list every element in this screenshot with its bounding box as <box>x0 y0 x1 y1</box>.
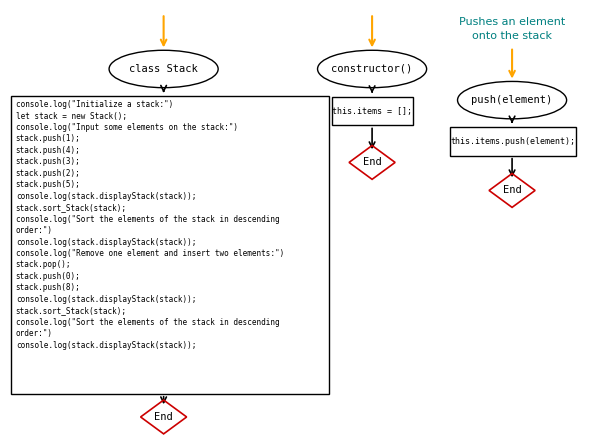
Text: console.log("Initialize a stack:")
let stack = new Stack();
console.log("Input s: console.log("Initialize a stack:") let s… <box>16 100 284 350</box>
Text: End: End <box>363 158 381 167</box>
Text: constructor(): constructor() <box>331 64 413 74</box>
FancyBboxPatch shape <box>332 97 413 125</box>
Text: this.items.push(element);: this.items.push(element); <box>450 137 575 146</box>
Text: End: End <box>503 186 521 195</box>
Text: this.items = [];: this.items = []; <box>332 106 413 116</box>
FancyBboxPatch shape <box>11 96 329 394</box>
Text: push(element): push(element) <box>471 95 553 105</box>
Text: End: End <box>155 412 173 422</box>
FancyBboxPatch shape <box>450 127 576 156</box>
Text: class Stack: class Stack <box>129 64 198 74</box>
Text: Pushes an element
onto the stack: Pushes an element onto the stack <box>459 17 565 40</box>
